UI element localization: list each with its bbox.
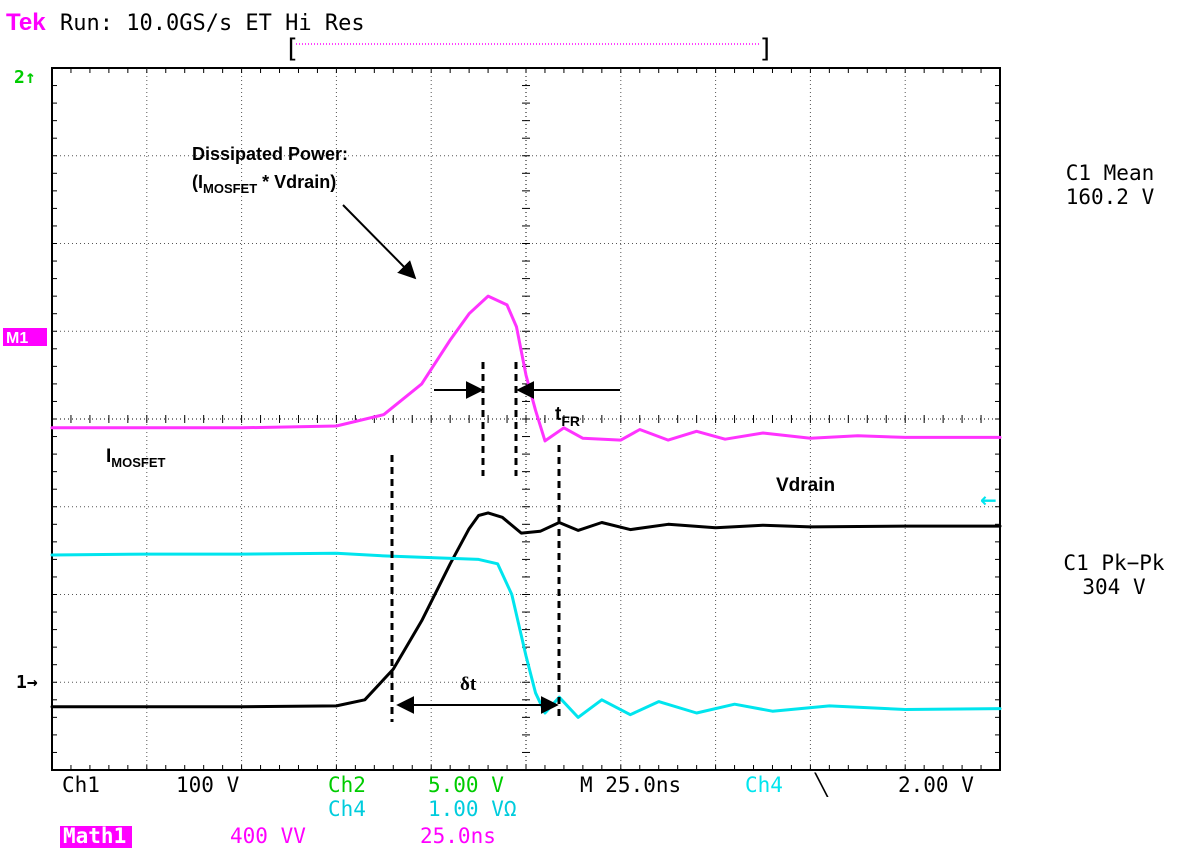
trigger-slope-icon: ╲ — [814, 772, 829, 798]
ch4-level-marker: ← — [980, 488, 997, 512]
delta-t-label: δt — [460, 674, 477, 695]
footer-math1-badge — [60, 826, 132, 848]
footer-ch1-scale: 100 V — [176, 773, 240, 797]
imosfet-label: IMOSFET — [106, 446, 166, 470]
brand-label: Tek — [6, 9, 46, 36]
measurement-1-label: C1 Mean — [1066, 161, 1155, 185]
measurement-2-label: C1 Pk−Pk — [1063, 551, 1165, 575]
footer-ch1-label: Ch1 — [62, 773, 100, 797]
footer-ch2-label: Ch2 — [328, 773, 366, 797]
ch1-marker: 1→ — [16, 672, 38, 693]
svg-text:[: [ — [284, 34, 300, 64]
vdrain-label: Vdrain — [776, 475, 835, 496]
power-annotation-line1: Dissipated Power: — [192, 144, 348, 164]
trace-math1 — [50, 294, 1002, 443]
status-label: Run: 10.0GS/s ET Hi Res — [60, 11, 365, 36]
svg-text:]: ] — [758, 34, 774, 64]
math1-marker: M1 — [3, 328, 47, 347]
power-annotation-line2: (IMOSFET * Vdrain) — [192, 172, 336, 196]
measurement-2-value: 304 V — [1082, 575, 1146, 599]
footer-math1-time: 25.0ns — [420, 824, 496, 848]
footer-math1-scale: 400 VV — [230, 824, 306, 848]
tfr-label: tFR — [555, 404, 580, 429]
footer-ch4-label: Ch4 — [328, 797, 366, 821]
ch2-marker: 2↑ — [14, 67, 36, 88]
graticule — [51, 67, 1001, 771]
measurement-1-value: 160.2 V — [1066, 185, 1155, 209]
annotation-lines — [342, 204, 620, 722]
record-window-bracket: [ ] — [284, 34, 774, 64]
power-pointer-arrow — [342, 204, 417, 280]
footer-timebase: M 25.0ns — [580, 773, 681, 797]
footer-ch4-scale: 1.00 VΩ — [428, 797, 517, 821]
footer-math1-label: Math1 — [63, 824, 126, 848]
footer-trigger-source: Ch4 — [745, 773, 783, 797]
footer-trigger-level: 2.00 V — [898, 773, 974, 797]
math1-marker-label: M1 — [6, 330, 28, 347]
settings-readout: Ch1 100 V Ch2 5.00 V M 25.0ns Ch4 ╲ 2.00… — [60, 772, 974, 848]
trace-ch1 — [50, 511, 1002, 709]
footer-ch2-scale: 5.00 V — [428, 773, 504, 797]
